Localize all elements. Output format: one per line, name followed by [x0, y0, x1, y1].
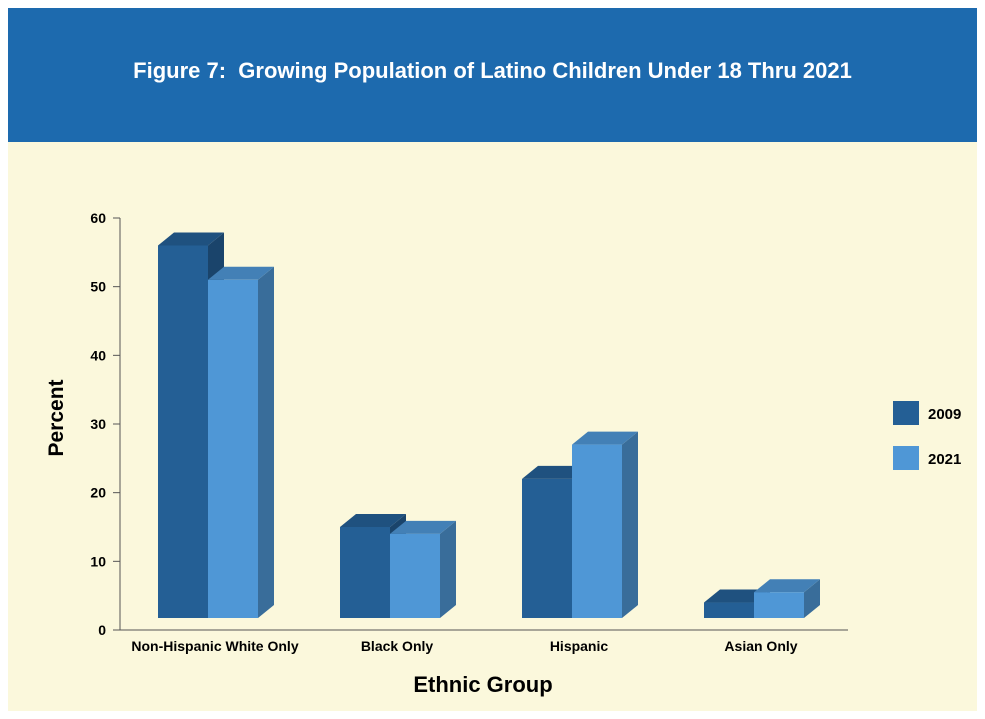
- bar-front: [704, 602, 754, 618]
- bar: [208, 266, 274, 618]
- legend: 2009 2021: [893, 401, 961, 470]
- bar: [704, 589, 770, 618]
- bar-front: [208, 279, 258, 618]
- bar-front: [522, 478, 572, 618]
- y-tick-label: 10: [90, 553, 106, 569]
- bar-side: [804, 579, 820, 618]
- y-axis-title: Percent: [45, 379, 68, 456]
- y-tick-label: 40: [90, 347, 106, 363]
- bar: [390, 520, 456, 618]
- bar-front: [340, 527, 390, 618]
- bar-top: [754, 579, 820, 593]
- x-tick-label: Black Only: [361, 638, 434, 654]
- y-tick-label: 50: [90, 279, 106, 295]
- bar-top: [158, 232, 224, 246]
- x-axis-title: Ethnic Group: [413, 672, 552, 697]
- bar-top: [340, 514, 406, 527]
- bar-side: [440, 520, 456, 618]
- x-tick-label: Hispanic: [550, 638, 609, 654]
- bar-top: [704, 589, 770, 603]
- y-tick-label: 60: [90, 210, 106, 226]
- bar-front: [572, 444, 622, 618]
- legend-swatch: [893, 401, 919, 425]
- bar-top: [390, 520, 456, 534]
- legend-label: 2009: [928, 406, 961, 423]
- y-tick-label: 0: [98, 622, 106, 638]
- bar-top: [208, 266, 274, 280]
- x-tick-label: Asian Only: [724, 638, 797, 654]
- legend-label: 2021: [928, 451, 961, 468]
- title-banner: Figure 7: Growing Population of Latino C…: [8, 8, 977, 142]
- legend-swatch: [893, 446, 919, 470]
- bar-front: [158, 245, 208, 618]
- bar: [754, 579, 820, 618]
- y-tick-label: 20: [90, 485, 106, 501]
- bar-side: [258, 266, 274, 618]
- bars: [158, 232, 820, 618]
- axes: 0 10 20 30 40 50 60: [90, 210, 848, 638]
- bar: [572, 431, 638, 618]
- x-tick-label: Non-Hispanic White Only: [131, 638, 298, 654]
- bar-top: [572, 431, 638, 445]
- labels: Percent Ethnic Group Non-Hispanic White …: [45, 379, 798, 697]
- bar-front: [754, 592, 804, 618]
- bar-top: [522, 465, 588, 479]
- chart-title: Figure 7: Growing Population of Latino C…: [133, 58, 852, 83]
- bar-side: [622, 431, 638, 618]
- bar-front: [390, 533, 440, 618]
- y-tick-label: 30: [90, 416, 106, 432]
